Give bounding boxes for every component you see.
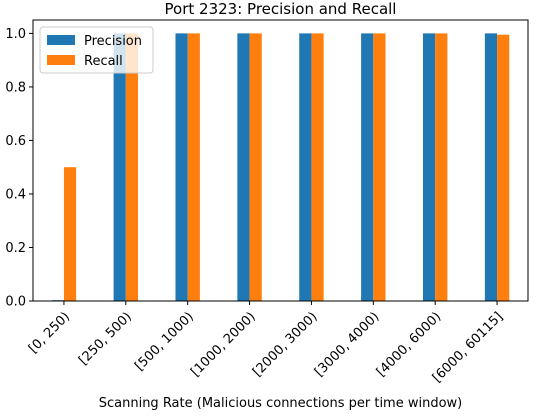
legend-label-precision: Precision [84, 34, 142, 49]
bar-recall-4 [311, 33, 324, 301]
x-tick-label: [250, 500) [76, 309, 135, 368]
legend-swatch-precision [47, 35, 75, 45]
bars-group [51, 33, 510, 301]
bar-recall-5 [373, 33, 386, 301]
y-axis: 0.0 0.2 0.4 0.6 0.8 1.0 [5, 27, 33, 310]
x-tick-label: [2000, 3000) [250, 309, 320, 379]
bar-precision-3 [237, 33, 250, 301]
y-tick-label: 0.0 [5, 295, 26, 310]
bar-precision-4 [299, 33, 312, 301]
legend-label-recall: Recall [84, 54, 123, 69]
bar-precision-7 [484, 33, 498, 301]
bar-recall-7 [497, 34, 510, 301]
x-axis: [0, 250) [250, 500)[500, 1000)[1000, 2000… [26, 301, 506, 386]
chart-title: Port 2323: Precision and Recall [165, 0, 397, 18]
x-tick-label: [0, 250) [26, 309, 73, 356]
legend: Precision Recall [39, 26, 154, 74]
x-tick-label: [4000, 6000) [374, 309, 444, 379]
x-tick-label: [3000, 4000) [312, 309, 382, 379]
legend-swatch-recall [47, 55, 75, 65]
y-tick-label: 0.8 [5, 80, 26, 95]
y-tick-label: 0.6 [5, 134, 26, 149]
bar-recall-6 [435, 33, 448, 301]
bar-precision-2 [175, 33, 188, 301]
y-tick-label: 0.2 [5, 241, 26, 256]
y-tick-label: 0.4 [5, 187, 26, 202]
x-tick-label: [500, 1000) [132, 309, 197, 374]
bar-recall-1 [125, 33, 139, 301]
x-tick-label: [1000, 2000) [188, 309, 258, 379]
bar-recall-3 [249, 33, 262, 301]
bar-precision-5 [361, 33, 374, 301]
bar-precision-6 [422, 33, 436, 301]
y-tick-label: 1.0 [5, 27, 26, 42]
bar-recall-2 [187, 33, 200, 301]
bar-precision-1 [113, 33, 126, 301]
bar-recall-0 [63, 167, 77, 301]
plot-frame [32, 19, 529, 302]
x-axis-label: Scanning Rate (Malicious connections per… [99, 396, 463, 411]
